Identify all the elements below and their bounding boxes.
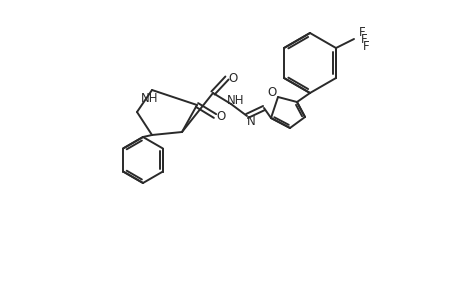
Text: O: O [216,110,225,122]
Text: N: N [246,115,255,128]
Text: O: O [228,71,237,85]
Text: F: F [362,40,369,52]
Text: F: F [360,32,367,46]
Text: NH: NH [227,94,244,106]
Text: O: O [267,85,276,98]
Text: NH: NH [141,92,158,104]
Text: F: F [358,26,364,38]
